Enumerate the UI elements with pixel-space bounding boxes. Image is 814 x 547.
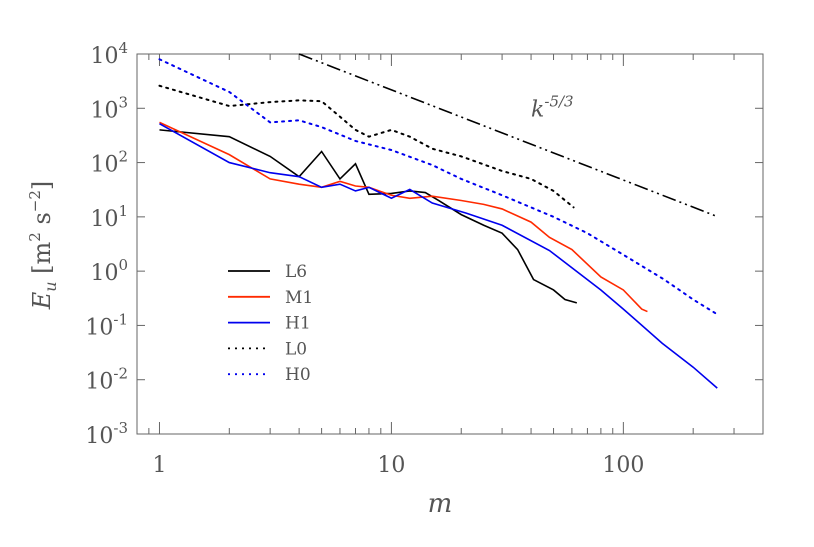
legend-label: H0	[285, 365, 311, 385]
y-tick-label: 104	[90, 39, 128, 69]
plot-frame	[136, 53, 764, 435]
series-line-l6	[159, 129, 578, 304]
legend-label: H1	[285, 314, 311, 334]
series-line-h0	[158, 58, 719, 316]
series-line-l0	[158, 84, 575, 209]
y-tick-label: 101	[90, 202, 128, 232]
series-line-h1	[159, 123, 718, 389]
y-tick-label: 10-2	[85, 365, 128, 395]
legend-label: L6	[285, 262, 307, 282]
legend-label: L0	[285, 339, 307, 359]
y-tick-label: 10-1	[85, 310, 128, 340]
y-tick-label: 102	[90, 148, 128, 178]
x-tick-label: 1	[152, 453, 166, 478]
y-tick-label: 100	[90, 256, 128, 286]
series-line-slope-reference	[298, 53, 719, 218]
x-tick-label: 100	[602, 453, 644, 478]
annotation-slope: k-5/3	[531, 93, 574, 123]
x-tick-label: 10	[377, 453, 405, 478]
series-line-m1	[159, 121, 648, 313]
legend-label: M1	[285, 288, 313, 308]
x-axis-label: m	[428, 489, 453, 519]
y-tick-label: 10-3	[85, 419, 128, 449]
y-tick-label: 103	[90, 93, 128, 123]
y-axis-label: Eu [m2 s−2]	[26, 181, 60, 311]
